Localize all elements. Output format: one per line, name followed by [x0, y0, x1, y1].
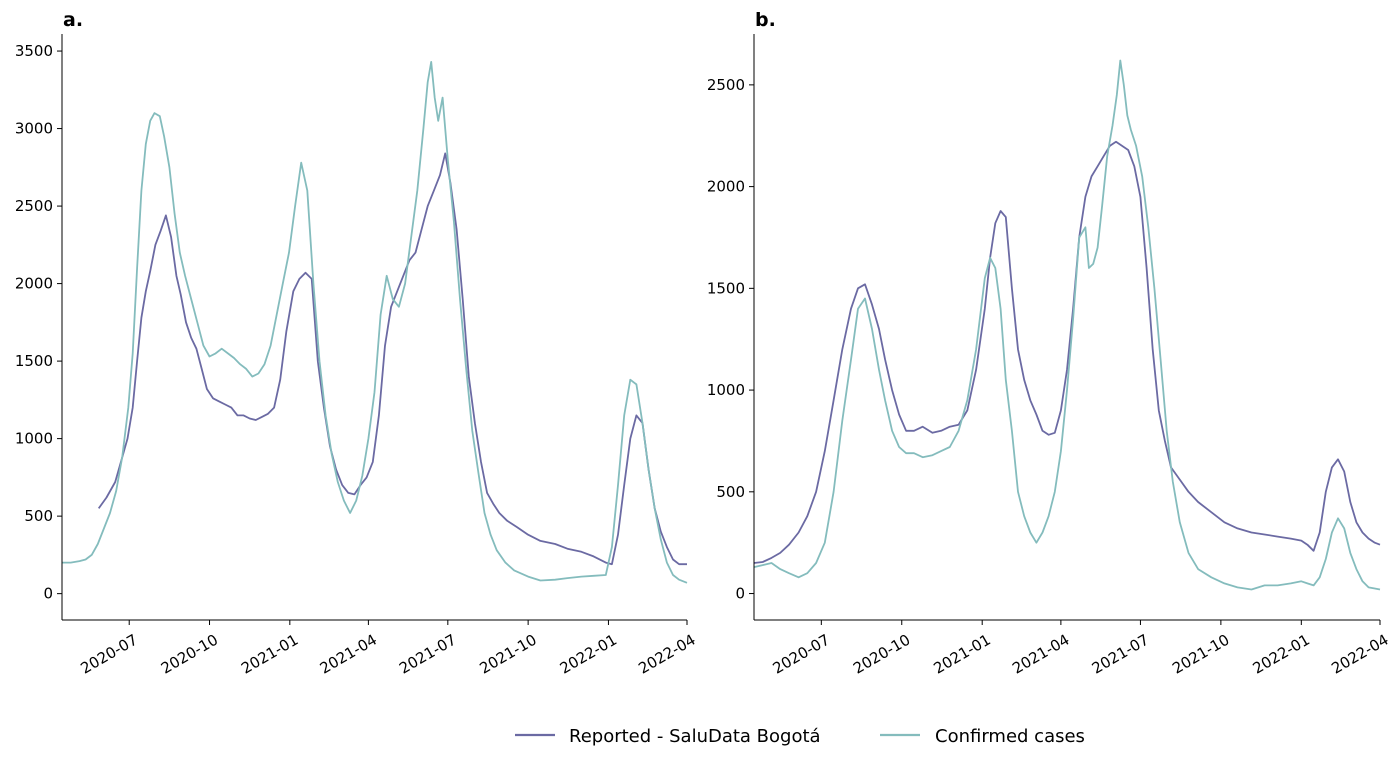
- y-tick-label: 2000: [707, 178, 745, 196]
- y-tick-label: 2500: [15, 197, 53, 215]
- chart-b: b. 0 500 1000 1500 2000 2500 2020-07 2020-10 2021…: [707, 9, 1389, 678]
- legend-label-reported: Reported - SaluData Bogotá: [569, 726, 821, 747]
- y-tick-label: 2500: [707, 76, 745, 94]
- legend-label-confirmed: Confirmed cases: [935, 726, 1085, 747]
- x-tick-label: 2021-01: [931, 631, 994, 678]
- y-tick-label: 1000: [15, 430, 53, 448]
- y-tick-label: 2000: [15, 275, 53, 293]
- x-tick-label: 2021-07: [1089, 631, 1152, 678]
- y-tick-label: 3500: [15, 42, 53, 60]
- series-line-a-reported: [97, 152, 687, 566]
- y-tick-label: 1500: [707, 279, 745, 297]
- x-tick-label: 2021-10: [1169, 631, 1232, 678]
- y-tick-label: 1500: [15, 352, 53, 370]
- y-tick-label: 1000: [707, 381, 745, 399]
- x-tick-label: 2020-10: [850, 631, 913, 678]
- panel-label-a: a.: [63, 9, 83, 31]
- x-tick-label: 2021-04: [1009, 631, 1072, 678]
- x-tick-label: 2021-10: [476, 631, 539, 678]
- x-tick-label: 2020-10: [158, 631, 221, 678]
- x-tick-label: 2022-01: [557, 631, 620, 678]
- x-tick-label: 2021-07: [396, 631, 459, 678]
- x-tick-label: 2022-04: [1328, 631, 1389, 678]
- y-tick-label: 500: [716, 483, 745, 501]
- legend: Reported - SaluData Bogotá Confirmed cas…: [515, 726, 1085, 747]
- x-tick-label: 2022-01: [1250, 631, 1313, 678]
- panel-label-b: b.: [755, 9, 776, 31]
- x-tick-label: 2021-04: [317, 631, 380, 678]
- y-tick-label: 3000: [15, 120, 53, 138]
- x-tick-label: 2020-07: [78, 631, 141, 678]
- series-line-b-confirmed: [753, 59, 1381, 591]
- y-tick-label: 0: [735, 585, 745, 603]
- y-tick-label: 500: [24, 507, 53, 525]
- series-line-a-confirmed: [62, 61, 688, 584]
- x-tick-label: 2022-04: [635, 631, 698, 678]
- chart-a: a. 0 500 1000 1500 2000 2500 3000 3500 2020-07 202…: [15, 9, 699, 678]
- series-line-b-reported: [753, 140, 1381, 564]
- y-tick-label: 0: [43, 585, 53, 603]
- x-tick-label: 2021-01: [238, 631, 301, 678]
- x-tick-label: 2020-07: [770, 631, 833, 678]
